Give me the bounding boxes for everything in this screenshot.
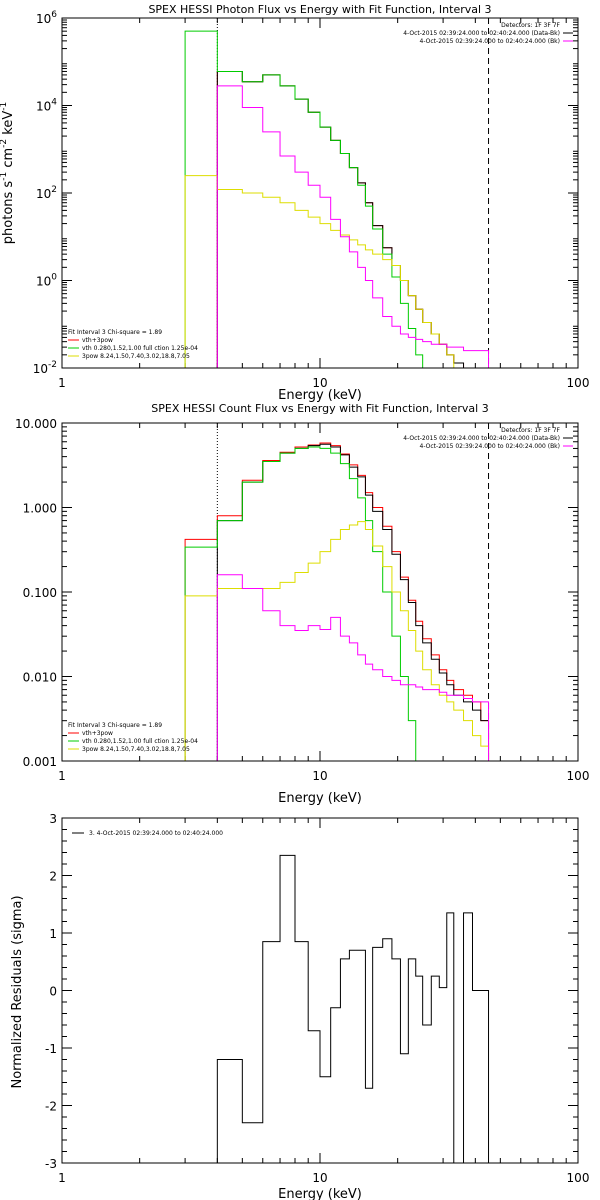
y-tick-label: -2: [45, 1100, 57, 1114]
photon-flux-panel: SPEX HESSI Photon Flux vs Energy with Fi…: [0, 3, 589, 403]
y-axis-label: photons s-1 cm-2 keV-1: [0, 102, 16, 244]
y-tick-label: 1.000: [23, 502, 57, 516]
legend-entry-label: 4-Oct-2015 02:39:24.000 to 02:40:24.000 …: [403, 435, 560, 442]
series-data-bk-line: [216, 70, 490, 368]
legend-entry-label: 4-Oct-2015 02:39:24.000 to 02:40:24.000 …: [420, 443, 561, 450]
x-tick-label: 1: [58, 1171, 66, 1185]
series-group: [184, 442, 490, 761]
x-tick-label: 10: [312, 769, 327, 783]
y-axis-label-part: -1: [0, 102, 9, 111]
y-axis-label-part: cm: [1, 148, 16, 172]
count-flux-title: SPEX HESSI Count Flux vs Energy with Fit…: [151, 402, 488, 415]
y-tick-base: 10: [36, 100, 51, 114]
legend-entry-label: 3pow 8.24,1.50,7.40,3.02,18.8,7.05: [82, 353, 190, 360]
legend-entry-label: 4-Oct-2015 02:39:24.000 to 02:40:24.000 …: [403, 30, 560, 37]
legend-entry-label: Fit Interval 3 Chi-square = 1.89: [68, 329, 162, 336]
legend-entry-label: Detectors: 1F 3F 7F: [501, 427, 560, 434]
y-tick-label: 2: [49, 870, 57, 884]
y-tick-label: 102: [36, 185, 57, 201]
series-data-bk-line: [216, 443, 490, 761]
series-vth-3pow-line: [184, 442, 490, 761]
y-axis-label-part: -2: [0, 139, 9, 148]
y-tick-base: 10: [33, 362, 48, 376]
series-vth-line: [184, 30, 440, 368]
y-tick-label: 100: [36, 273, 57, 289]
y-tick-exp: 2: [51, 185, 57, 195]
plot-frame: [61, 817, 579, 1164]
x-tick-label: 1: [58, 376, 66, 390]
legend-entry-label: Detectors: 1F 3F 7F: [501, 22, 560, 29]
residuals-xlabel: Energy (keV): [278, 1187, 362, 1200]
x-tick-label: 10: [312, 1171, 327, 1185]
y-tick-label: 10-2: [33, 360, 57, 376]
y-tick-label: -3: [45, 1157, 57, 1171]
y-tick-base: 10: [36, 187, 51, 201]
series-residuals-line: [216, 854, 490, 1163]
legend-entry-label: 3. 4-Oct-2015 02:39:24.000 to 02:40:24.0…: [89, 830, 223, 837]
x-tick-label: 100: [567, 1171, 590, 1185]
y-tick-base: 10: [36, 275, 51, 289]
y-tick-label: -1: [45, 1042, 57, 1056]
y-tick-label: 10.000: [15, 417, 57, 431]
series-3pow-line: [184, 175, 490, 368]
y-tick-label: 106: [36, 10, 57, 26]
y-tick-exp: 4: [51, 98, 57, 108]
y-tick-label: 3: [49, 812, 57, 826]
y-tick-label: 104: [36, 98, 57, 114]
legend-entry-label: vth+3pow: [82, 337, 113, 344]
y-tick-label: 0.100: [23, 586, 57, 600]
count-flux-panel: SPEX HESSI Count Flux vs Energy with Fit…: [15, 402, 589, 806]
series-3pow-line: [184, 521, 490, 761]
series-bk-line: [216, 574, 490, 761]
plot-frame: [61, 17, 579, 369]
y-axis-label-part: photons s: [1, 181, 16, 245]
y-tick-label: 1: [49, 927, 57, 941]
residuals-panel: 1 10 100 -3 -2 -1 0 1 2 3 3. 4-Oct-2015 02:39:24.0…: [10, 812, 589, 1200]
y-axis-label-part: -1: [0, 172, 9, 181]
legend-entry-label: vth 0.280,1.52,1.00 full ction 1.25e-04: [82, 738, 198, 745]
x-tick-label: 10: [312, 376, 327, 390]
legend-entry-label: vth+3pow: [82, 730, 113, 737]
legend-entry-label: 3pow 8.24,1.50,7.40,3.02,18.8,7.05: [82, 746, 190, 753]
series-group: [184, 30, 490, 368]
y-tick-label: 0.001: [23, 755, 57, 769]
y-tick-label: 0.010: [23, 671, 57, 685]
x-tick-label: 1: [58, 769, 66, 783]
y-tick-exp: 0: [51, 273, 57, 283]
series-bk-line: [216, 85, 490, 368]
legend-entry-label: 4-Oct-2015 02:39:24.000 to 02:40:24.000 …: [420, 38, 561, 45]
y-tick-exp: -2: [48, 360, 57, 370]
legend-entry-label: vth 0.280,1.52,1.00 full ction 1.25e-04: [82, 345, 198, 352]
x-tick-label: 100: [567, 769, 590, 783]
residuals-ylabel: Normalized Residuals (sigma): [10, 895, 25, 1088]
y-tick-base: 10: [36, 12, 51, 26]
photon-flux-xlabel: Energy (keV): [278, 388, 362, 403]
x-tick-label: 100: [567, 376, 590, 390]
series-group: [216, 854, 490, 1163]
y-tick-exp: 6: [51, 10, 57, 20]
legend-entry-label: Fit Interval 3 Chi-square = 1.89: [68, 722, 162, 729]
count-flux-xlabel: Energy (keV): [278, 791, 362, 806]
photon-flux-title: SPEX HESSI Photon Flux vs Energy with Fi…: [148, 3, 491, 16]
y-tick-label: 0: [49, 985, 57, 999]
series-vth-line: [184, 446, 432, 761]
series-vth-3pow-line: [216, 70, 490, 368]
plot-frame: [61, 422, 579, 762]
y-axis-label-part: keV: [1, 111, 16, 139]
